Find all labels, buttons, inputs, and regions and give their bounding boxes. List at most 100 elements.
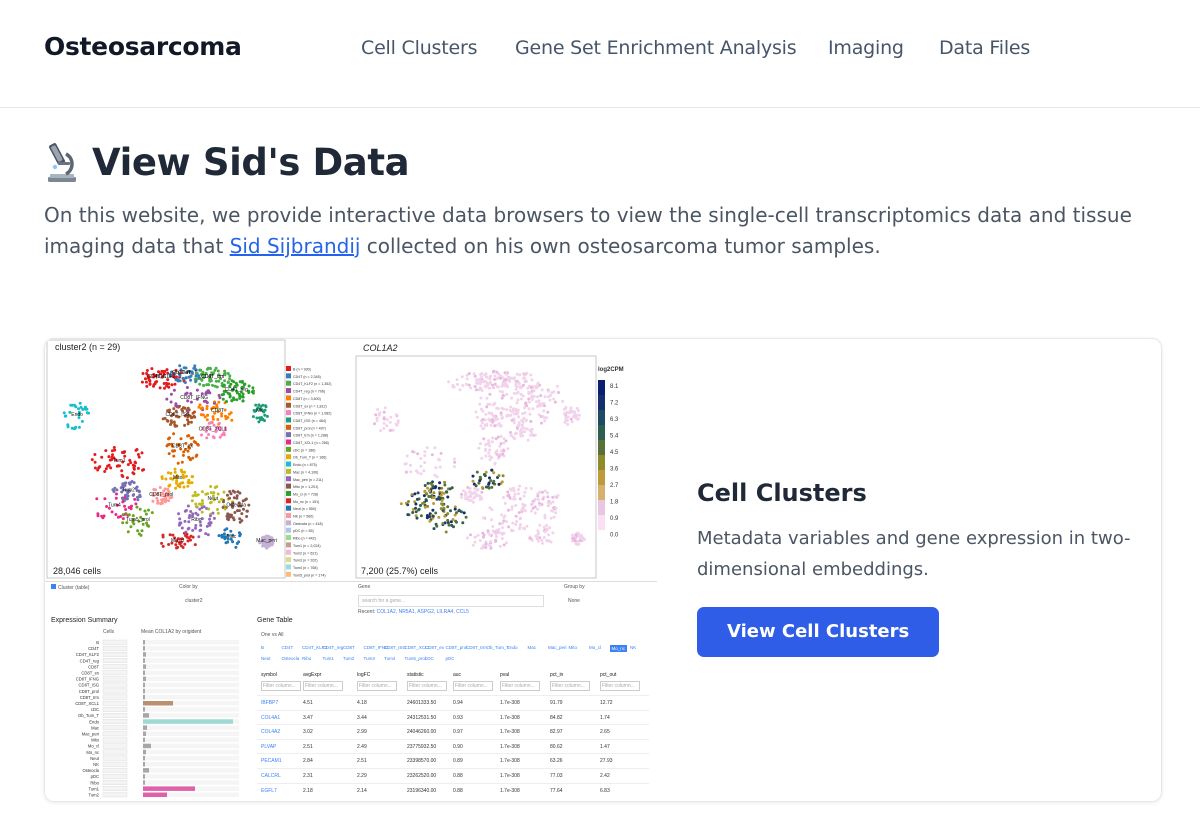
- embedding-point: [222, 383, 226, 387]
- gene-table-tab[interactable]: CD8T_XCL1: [404, 645, 431, 650]
- embedding-point: [189, 416, 193, 420]
- gene-table-column-header[interactable]: logFC: [357, 672, 371, 678]
- sid-sijbrandij-link[interactable]: Sid Sijbrandij: [229, 234, 361, 258]
- legend-swatch: [286, 557, 291, 563]
- gene-table-tab[interactable]: Ob_Tum_T: [486, 645, 510, 650]
- gene-table-filter-input[interactable]: Filter column...: [600, 681, 640, 691]
- gene-table-cell[interactable]: EGFL7: [261, 787, 277, 794]
- recent-gene-list[interactable]: COL1A2, NR5A1, ASPG2, LILRA4, CCL5: [376, 609, 469, 615]
- gene-table-filter-input[interactable]: Filter column...: [303, 681, 343, 691]
- gene-table-filter-input[interactable]: Filter column...: [407, 681, 447, 691]
- gene-table-filter-input[interactable]: Filter column...: [357, 681, 397, 691]
- gene-table-filter-input[interactable]: Filter column...: [453, 681, 493, 691]
- gene-table-column-header[interactable]: avgExpr: [303, 672, 322, 678]
- gene-table-tab[interactable]: Tum3: [363, 656, 375, 661]
- gene-table-column-header[interactable]: pct_in: [550, 672, 564, 678]
- gene-table-cell[interactable]: COL4A2: [261, 729, 281, 736]
- embedding-point: [512, 489, 516, 493]
- embedding-point: [252, 409, 256, 412]
- gene-table-tab[interactable]: CD8T: [343, 645, 355, 650]
- brand-title[interactable]: Osteosarcoma: [44, 32, 242, 61]
- gene-table-column-header[interactable]: statistic: [407, 672, 424, 678]
- gene-table-tab[interactable]: cDC: [425, 656, 434, 661]
- embedding-point: [208, 427, 212, 431]
- gene-table-filter-input[interactable]: Filter column...: [500, 681, 540, 691]
- gene-table-tab[interactable]: Tum1: [322, 656, 334, 661]
- gene-table-tab[interactable]: CD4T_KLF2: [302, 645, 328, 650]
- cell-clusters-preview-image[interactable]: CD4T_KLF2 CD4T CD8T_trm CD4T_reg CD8T_IFNG CD…: [45, 339, 657, 801]
- embedding-point: [217, 379, 221, 383]
- gene-table-tab[interactable]: CD8T_prol: [445, 645, 468, 650]
- embedding-point: [202, 383, 205, 387]
- embedding-point: [166, 471, 170, 475]
- gene-table-cell[interactable]: PECAM1: [261, 758, 282, 765]
- embedding-point: [411, 508, 415, 511]
- gene-search-input[interactable]: search for a gene...: [358, 595, 544, 607]
- gene-table-row[interactable]: PECAM1 2.84 2.51 23398570.00 0.89 1.7e-308 63.…: [257, 753, 649, 767]
- group-by-select[interactable]: None: [568, 598, 580, 604]
- gene-table-cell[interactable]: COL4A1: [261, 714, 281, 721]
- gene-table-tab[interactable]: Mo_nc: [609, 645, 628, 652]
- gene-table-tab[interactable]: Tum4: [384, 656, 396, 661]
- cluster-table-checkbox[interactable]: Cluster (table): [51, 584, 89, 591]
- gene-table-column-header[interactable]: symbol: [261, 672, 277, 678]
- gene-table-filter-input[interactable]: Filter column...: [550, 681, 590, 691]
- gene-table-tab[interactable]: NK: [630, 645, 637, 650]
- gene-table-row[interactable]: EGFL7 2.18 2.14 23196340.00 0.88 1.7e-308 77.6…: [257, 782, 649, 797]
- gene-table-tab[interactable]: Neut: [261, 656, 271, 661]
- gene-table-tab[interactable]: CD4T: [281, 645, 294, 650]
- gene-table-column-header[interactable]: pct_out: [600, 672, 617, 678]
- gene-table-tab[interactable]: CD8T_ex: [425, 645, 445, 650]
- gene-table-tab[interactable]: Endo: [507, 645, 518, 650]
- embedding-point: [197, 502, 201, 506]
- embedding-point: [537, 498, 540, 501]
- embedding-point: [202, 376, 206, 380]
- gene-table-cell[interactable]: PLVAP: [261, 743, 277, 750]
- nav-data-files[interactable]: Data Files: [939, 37, 1031, 59]
- gene-table-tab[interactable]: CD8T_ISG: [384, 645, 407, 650]
- gene-table-column-header[interactable]: auc: [453, 672, 462, 678]
- gene-table-row[interactable]: COL4A1 3.47 3.44 24312531.50 0.93 1.7e-308 84.…: [257, 709, 649, 724]
- gene-table-row[interactable]: COL4A2 3.02 2.99 24046260.00 0.97 1.7e-308 82.…: [257, 724, 649, 738]
- cells-box: [102, 694, 128, 700]
- embedding-point: [191, 514, 194, 518]
- gene-table-cell[interactable]: IBFBP7: [261, 700, 279, 706]
- gene-table-tab[interactable]: Mac_peri: [548, 645, 567, 650]
- gene-table-tab[interactable]: CD8T_trm: [466, 645, 487, 650]
- view-cell-clusters-button[interactable]: View Cell Clusters: [697, 607, 940, 657]
- color-by-select[interactable]: cluster2: [185, 598, 203, 604]
- nav-gene-set-enrichment-analysis[interactable]: Gene Set Enrichment Analysis: [515, 37, 797, 59]
- legend-swatch: [286, 454, 291, 460]
- embedding-point: [485, 396, 489, 400]
- embedding-point: [455, 378, 459, 382]
- embedding-point: [235, 398, 239, 402]
- gene-table-tab[interactable]: CD4T_reg: [322, 645, 344, 650]
- gene-table-row[interactable]: IBFBP7 4.51 4.18 24601333.50 0.94 1.7e-308 91.…: [257, 695, 649, 709]
- gene-table-cell[interactable]: CALCRL: [261, 773, 281, 779]
- gene-table-tab[interactable]: Osteocla: [281, 656, 300, 661]
- gene-table-tab[interactable]: Tum5_prol: [404, 656, 426, 661]
- gene-table-column-header[interactable]: pval: [500, 672, 510, 678]
- gene-table-tab[interactable]: Tum2: [343, 656, 355, 661]
- mean-bar: [143, 768, 149, 773]
- embedding-point: [158, 486, 162, 489]
- gene-table-filter-input[interactable]: Filter column...: [261, 681, 301, 691]
- embedding-point: [183, 414, 187, 418]
- gene-table-tab[interactable]: pDC: [445, 656, 455, 661]
- gene-table-tab[interactable]: B: [261, 645, 265, 650]
- gene-table-row[interactable]: PLVAP 2.51 2.49 23775932.50 0.90 1.7e-308 80.6…: [257, 738, 649, 753]
- gene-table-tab[interactable]: Mito: [568, 645, 578, 650]
- embedding-point: [446, 521, 450, 525]
- gene-table-tab[interactable]: Mac: [527, 645, 537, 650]
- nav-cell-clusters[interactable]: Cell Clusters: [361, 37, 478, 59]
- nav-imaging[interactable]: Imaging: [828, 37, 904, 59]
- embedding-point: [477, 481, 481, 485]
- embedding-point: [500, 416, 504, 420]
- gene-table-tab[interactable]: Ribo: [302, 656, 312, 661]
- gene-table-row[interactable]: CALCRL 2.31 2.29 23262520.00 0.88 1.7e-308 77.…: [257, 768, 649, 782]
- gene-table-tab[interactable]: CD8T_IFNG: [363, 645, 389, 650]
- gene-table-tab[interactable]: Mo_cl: [589, 645, 602, 650]
- embedding-point: [207, 433, 210, 436]
- embedding-point: [502, 519, 506, 523]
- embedding-point: [172, 432, 176, 436]
